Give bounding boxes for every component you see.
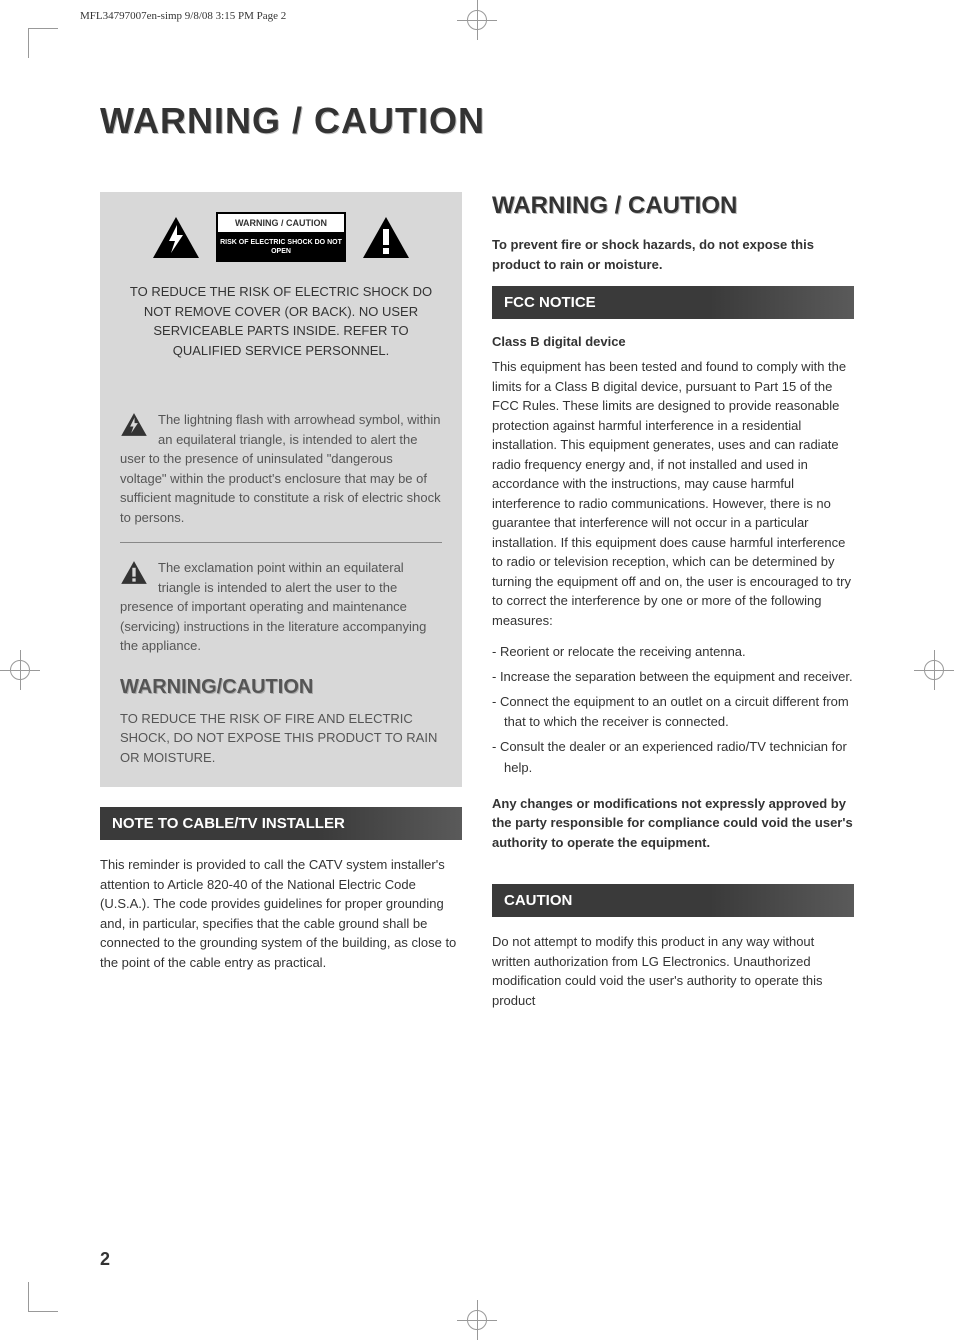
exclamation-small-icon — [120, 560, 148, 585]
warning-gray-box: WARNING / CAUTION RISK OF ELECTRIC SHOCK… — [100, 192, 462, 787]
divider-line — [120, 542, 442, 543]
fcc-bullet-item: - Consult the dealer or an experienced r… — [492, 737, 854, 779]
crop-mark-right — [914, 650, 954, 690]
two-column-layout: WARNING / CAUTION RISK OF ELECTRIC SHOCK… — [100, 192, 854, 1022]
fcc-bullet-item: - Increase the separation between the eq… — [492, 667, 854, 688]
right-column-title: WARNING / CAUTION — [492, 192, 854, 220]
warning-caution-subheading: WARNING/CAUTION — [120, 676, 442, 699]
warning-header-row: WARNING / CAUTION RISK OF ELECTRIC SHOCK… — [120, 212, 442, 262]
lightning-description: The lightning flash with arrowhead symbo… — [120, 410, 442, 527]
fcc-bullet-list: - Reorient or relocate the receiving ant… — [492, 642, 854, 779]
fcc-bold-notice: Any changes or modifications not express… — [492, 794, 854, 853]
corner-mark-bl — [28, 1282, 58, 1312]
warning-badge: WARNING / CAUTION RISK OF ELECTRIC SHOCK… — [216, 212, 346, 262]
corner-mark-tl — [28, 28, 58, 58]
fcc-body-text: This equipment has been tested and found… — [492, 357, 854, 630]
warning-badge-bottom-text: RISK OF ELECTRIC SHOCK DO NOT OPEN — [218, 234, 344, 260]
warning-caution-body: TO REDUCE THE RISK OF FIRE AND ELECTRIC … — [120, 709, 442, 768]
page-title: WARNING / CAUTION — [100, 100, 854, 142]
exclaim-desc-text: The exclamation point within an equilate… — [120, 560, 426, 653]
prevent-fire-text: To prevent fire or shock hazards, do not… — [492, 235, 854, 274]
warning-badge-top-text: WARNING / CAUTION — [218, 214, 344, 234]
page-content: WARNING / CAUTION WARNING / CAUTION RISK… — [100, 100, 854, 1240]
lightning-small-icon — [120, 412, 148, 437]
exclamation-description: The exclamation point within an equilate… — [120, 558, 442, 656]
lightning-triangle-icon — [151, 215, 201, 260]
crop-mark-left — [0, 650, 40, 690]
caution-banner: CAUTION — [492, 884, 854, 917]
right-column: WARNING / CAUTION To prevent fire or sho… — [492, 192, 854, 1022]
fcc-notice-banner: FCC NOTICE — [492, 286, 854, 319]
lightning-desc-text: The lightning flash with arrowhead symbo… — [120, 412, 441, 525]
fcc-bullet-item: - Connect the equipment to an outlet on … — [492, 692, 854, 734]
print-header: MFL34797007en-simp 9/8/08 3:15 PM Page 2 — [80, 10, 286, 22]
page-number: 2 — [100, 1249, 110, 1270]
crop-mark-bottom — [457, 1300, 497, 1340]
fcc-bullet-item: - Reorient or relocate the receiving ant… — [492, 642, 854, 663]
shock-warning-text: TO REDUCE THE RISK OF ELECTRIC SHOCK DO … — [120, 282, 442, 360]
note-installer-banner: NOTE TO CABLE/TV INSTALLER — [100, 807, 462, 840]
fcc-subtitle: Class B digital device — [492, 334, 854, 349]
caution-body-text: Do not attempt to modify this product in… — [492, 932, 854, 1010]
note-installer-body: This reminder is provided to call the CA… — [100, 855, 462, 972]
exclamation-triangle-icon — [361, 215, 411, 260]
left-column: WARNING / CAUTION RISK OF ELECTRIC SHOCK… — [100, 192, 462, 1022]
crop-mark-top — [457, 0, 497, 40]
